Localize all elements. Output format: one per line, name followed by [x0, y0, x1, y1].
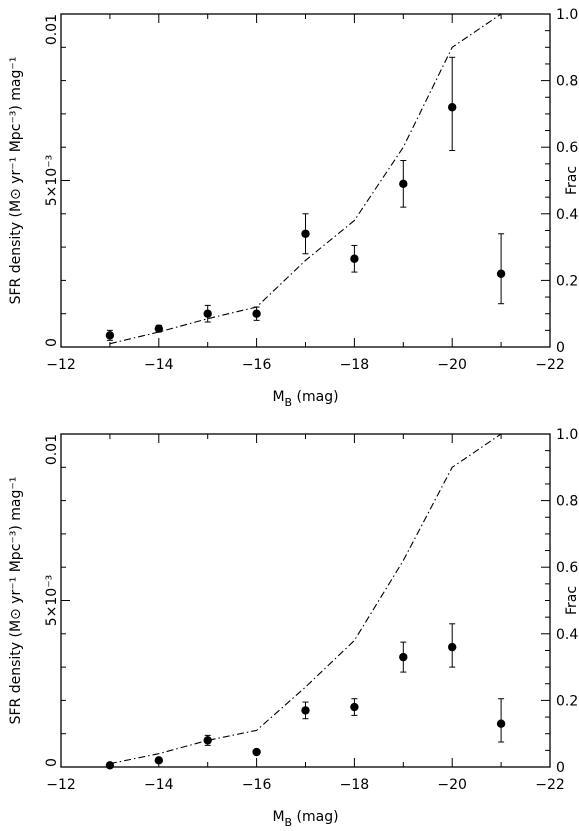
y-right-tick-label: 0.2 [556, 273, 578, 289]
data-point [154, 324, 163, 333]
y-axis-label-right: Frac [564, 586, 579, 615]
y-right-tick-label: 1.0 [556, 427, 578, 443]
data-point [105, 331, 115, 340]
chart-panel-1: −12 −14 −16 −18 −20 −2205×10⁻³0.0100.20.40.60… [8, 7, 579, 409]
data-point [350, 254, 359, 263]
data-point [252, 747, 261, 757]
data-point [496, 269, 506, 278]
x-tick-label: −20 [437, 777, 467, 793]
y-right-tick-label: 0.6 [556, 140, 578, 156]
data-point [496, 719, 506, 728]
y-right-tick-label: 0.4 [556, 207, 578, 223]
y-left-tick-label: 0.01 [44, 14, 60, 45]
y-right-tick-label: 0.2 [556, 693, 578, 709]
y-right-tick-label: 0.8 [556, 74, 578, 90]
x-tick-label: −20 [437, 357, 467, 373]
x-tick-label: −14 [144, 777, 174, 793]
data-point [350, 702, 359, 712]
y-right-tick-label: 0.8 [556, 494, 578, 510]
y-axis-label-right: Frac [564, 166, 579, 195]
y-right-tick-label: 0 [556, 760, 565, 776]
data-point [154, 756, 163, 765]
x-axis-label: MB (mag) [272, 389, 338, 409]
y-left-tick-label: 0.01 [44, 434, 60, 465]
chart-panel-2: −12 −14 −16 −18 −20 −2205×10⁻³0.0100.20.40.60… [8, 427, 579, 829]
y-axis-label-left: SFR density (M⊙ yr⁻¹ Mpc⁻³) mag⁻¹ [8, 57, 24, 305]
x-tick-label: −22 [535, 777, 565, 793]
data-point [399, 179, 408, 189]
plot-frame [60, 13, 551, 348]
y-right-tick-label: 1.0 [556, 7, 578, 23]
x-tick-label: −14 [144, 357, 174, 373]
data-point [203, 309, 212, 318]
x-tick-label: −22 [535, 357, 565, 373]
y-left-tick-label: 0 [44, 758, 60, 767]
data-point [203, 736, 212, 745]
y-right-tick-label: 0.6 [556, 560, 578, 576]
y-right-tick-label: 0.4 [556, 627, 578, 643]
y-axis-label-left: SFR density (M⊙ yr⁻¹ Mpc⁻³) mag⁻¹ [8, 477, 24, 725]
x-tick-label: −12 [46, 777, 76, 793]
data-point [448, 103, 457, 112]
x-tick-label: −18 [340, 357, 370, 373]
y-left-tick-label: 5×10⁻³ [44, 575, 60, 626]
y-left-tick-label: 5×10⁻³ [44, 155, 60, 206]
data-point [252, 309, 261, 318]
data-point [105, 761, 115, 770]
x-axis-label: MB (mag) [272, 809, 338, 829]
data-point [301, 229, 310, 238]
y-right-tick-label: 0 [556, 340, 565, 356]
x-tick-label: −16 [242, 777, 272, 793]
y-left-tick-label: 0 [44, 338, 60, 347]
x-tick-label: −12 [46, 357, 76, 373]
data-point [301, 706, 310, 715]
data-point [448, 642, 457, 652]
x-tick-label: −18 [340, 777, 370, 793]
x-tick-label: −16 [242, 357, 272, 373]
fraction-line [109, 13, 502, 345]
data-point [399, 652, 408, 662]
